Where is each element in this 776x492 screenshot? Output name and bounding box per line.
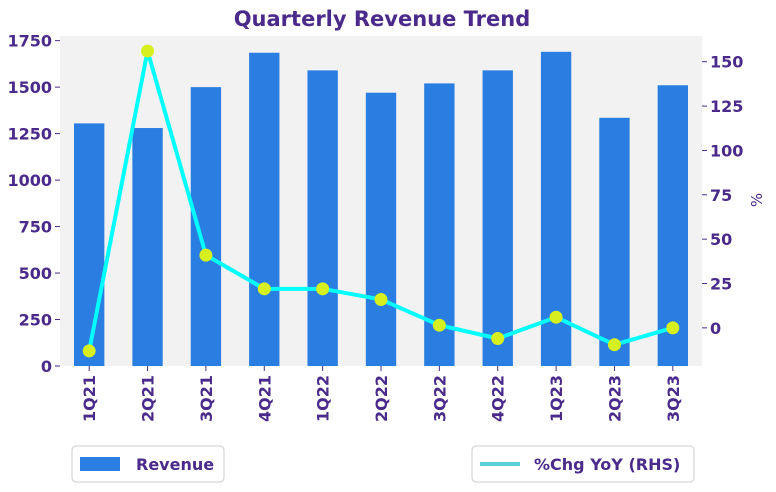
legend-revenue-label: Revenue [136,455,214,474]
legend-revenue-swatch [80,457,120,471]
legend-yoy-label: %Chg YoY (RHS) [534,455,680,474]
legend-yoy[interactable]: %Chg YoY (RHS) [471,445,695,483]
yoy-point-3Q21 [199,248,213,262]
yoy-point-1Q21 [82,344,96,358]
bar-4Q22 [482,70,513,367]
y-left-tick-label: 1250 [7,125,52,144]
yoy-point-2Q23 [607,338,621,352]
y-left-tick-label: 750 [19,218,52,237]
x-tick-label: 2Q21 [139,375,158,422]
y-right-axis-label: % [748,193,766,207]
y-left-tick-label: 500 [19,264,52,283]
bar-2Q23 [599,117,630,366]
y-right-tick-label: 0 [710,319,721,338]
bar-3Q21 [190,87,222,366]
yoy-point-1Q23 [549,310,563,324]
y-right-tick-label: 50 [710,230,732,249]
x-tick-label: 3Q23 [664,375,683,422]
yoy-point-4Q21 [257,282,271,296]
x-tick-label: 1Q23 [547,375,566,422]
x-tick-label: 4Q21 [255,375,274,422]
x-tick-label: 1Q22 [314,375,333,422]
y-right-tick-label: 100 [710,141,743,160]
y-right-tick-label: 25 [710,275,732,294]
legend-yoy-frame [471,445,695,483]
yoy-point-1Q22 [316,282,330,296]
bar-1Q21 [74,123,105,366]
y-right-tick-label: 75 [710,186,732,205]
x-tick-label: 3Q21 [197,375,216,422]
bar-2Q22 [365,92,397,366]
chart-title: Quarterly Revenue Trend [234,7,531,31]
x-tick-label: 1Q21 [80,375,99,422]
y-right-tick-label: 125 [710,97,743,116]
bar-4Q21 [249,52,280,367]
legend-revenue[interactable]: Revenue [71,445,225,483]
y-right-tick-label: 150 [710,53,743,72]
yoy-point-3Q22 [432,318,446,332]
bar-3Q23 [657,85,688,366]
bar-2Q21 [132,128,163,366]
bar-1Q22 [307,70,338,367]
y-left-tick-label: 1500 [7,78,52,97]
legend-revenue-frame [71,445,225,483]
y-left-tick-label: 0 [41,357,52,376]
y-left-tick-label: 1000 [7,171,52,190]
yoy-point-3Q23 [666,321,680,335]
x-tick-label: 2Q22 [372,375,391,422]
yoy-point-4Q22 [491,332,505,345]
x-tick-label: 3Q22 [430,375,449,422]
yoy-point-2Q22 [374,292,388,306]
y-left-tick-label: 1750 [7,32,52,51]
y-left-tick-label: 250 [19,311,52,330]
yoy-point-2Q21 [141,44,155,58]
x-tick-label: 2Q23 [605,375,624,422]
x-tick-label: 4Q22 [489,375,508,422]
